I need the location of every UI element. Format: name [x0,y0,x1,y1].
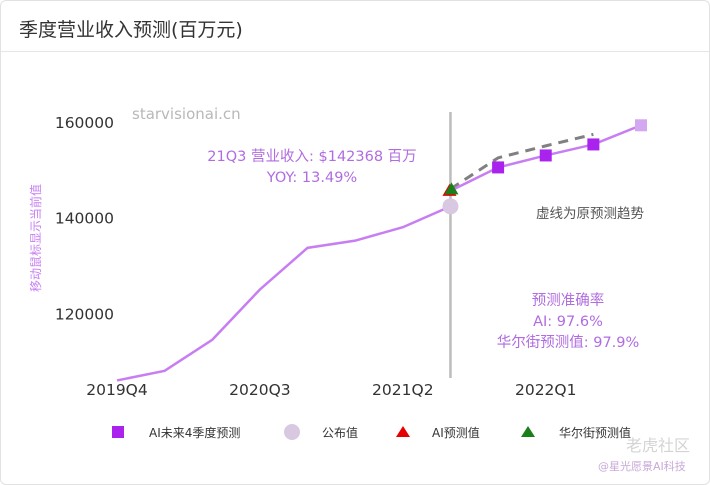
x-tick-label: 2021Q2 [372,381,434,399]
forecast-point[interactable] [492,161,505,174]
community-watermark: 老虎社区 [626,436,690,455]
legend-wallstreet-swatch [521,426,535,437]
card-header: 季度营业收入预测(百万元) [1,1,709,52]
legend-forecast-swatch [112,426,124,438]
legend-published-swatch [284,424,300,440]
accuracy-title: 预测准确率 [532,292,605,309]
x-tick-label: 2019Q4 [86,381,148,399]
forecast-connector [449,166,499,192]
y-tick-label: 160000 [55,114,114,132]
legend-ai-swatch [396,426,410,437]
y-axis-label: 移动鼠标显示当前值 [28,184,43,292]
tooltip-revenue: 21Q3 营业收入: $142368 百万 [207,148,416,165]
accuracy-ai: AI: 97.6% [533,314,603,330]
x-tick-label: 2020Q3 [229,381,291,399]
legend-published-label[interactable]: 公布值 [322,425,358,440]
published-point-21q3[interactable] [442,198,459,215]
legend-wallstreet-label[interactable]: 华尔街预测值 [559,425,631,440]
legend-forecast-label[interactable]: AI未来4季度预测 [149,425,240,440]
forecast-connector [545,143,594,157]
site-watermark: starvisionai.cn [132,105,241,123]
forecast-connector [497,154,547,169]
forecast-connector [592,124,642,146]
published-revenue-line [116,205,451,382]
author-watermark: @星光愿景AI科技 [598,460,686,473]
page-title: 季度营业收入预测(百万元) [19,19,243,41]
wallstreet-prediction-marker[interactable] [444,182,459,195]
forecast-point[interactable] [539,149,552,162]
forecast-point[interactable] [587,138,600,151]
y-tick-label: 120000 [55,305,114,323]
legend: AI未来4季度预测 公布值 AI预测值 华尔街预测值 [112,424,631,440]
y-tick-label: 140000 [55,210,114,228]
dashed-line-note: 虚线为原预测趋势 [536,206,644,222]
legend-ai-label[interactable]: AI预测值 [432,425,480,440]
accuracy-wallstreet: 华尔街预测值: 97.9% [497,334,640,351]
tooltip-yoy: YOY: 13.49% [266,170,357,186]
forecast-point[interactable] [635,119,647,132]
x-tick-label: 2022Q1 [515,381,577,399]
